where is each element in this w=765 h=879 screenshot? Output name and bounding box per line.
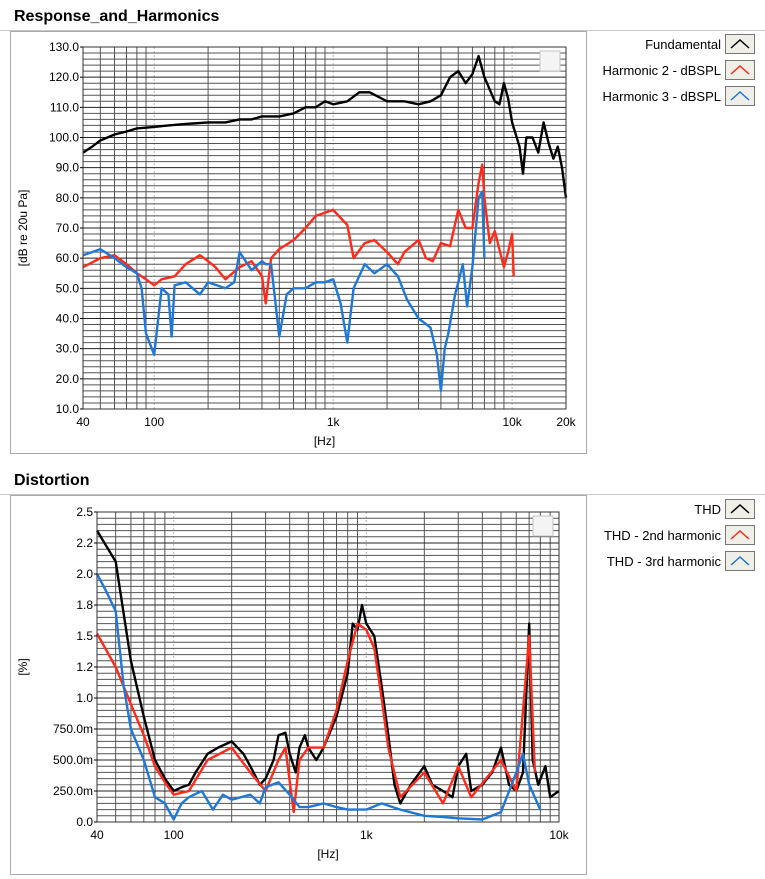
x-tick-label: 10k (502, 415, 522, 429)
distortion-legend: THD THD - 2nd harmonic THD - 3rd harmoni… (584, 499, 765, 579)
x-tick-label: 10k (549, 828, 569, 842)
x-tick-label: 1k (360, 828, 374, 842)
x-tick-label: 40 (76, 415, 90, 429)
series-line-1 (82, 54, 568, 198)
y-tick-label: 120.0 (49, 70, 79, 84)
distortion-chart-frame: 0.0 250.0m 500.0m 750.0m 1.0 1.2 1.5 1.8 2.0 2.2 2… (10, 495, 587, 875)
legend-label: THD - 2nd harmonic (603, 528, 721, 543)
y-tick-label: 1.2 (76, 660, 93, 674)
x-axis-label: [Hz] (314, 434, 335, 448)
legend-label: THD - 3rd harmonic (606, 554, 721, 569)
x-axis-label: [Hz] (317, 847, 338, 861)
y-tick-label: 2.2 (76, 536, 93, 550)
y-tick-label: 10.0 (56, 402, 80, 416)
y-tick-label: 1.8 (76, 598, 93, 612)
y-tick-label: 30.0 (56, 342, 80, 356)
y-tick-label: 100.0 (49, 131, 79, 145)
legend-item-thd-2nd[interactable]: THD - 2nd harmonic (584, 525, 765, 547)
legend-item-thd[interactable]: THD (584, 499, 765, 521)
series-line-2 (95, 622, 537, 814)
response-chart[interactable]: 10.0 20.0 30.0 40.0 50.0 60.0 70.0 80.0 90.0 100.… (11, 32, 586, 453)
y-tick-label: 500.0m (53, 753, 93, 767)
y-tick-label: 20.0 (56, 372, 80, 386)
legend-label: Harmonic 3 - dBSPL (602, 89, 722, 104)
legend-label: THD (694, 502, 721, 517)
y-axis-label: [%] (16, 658, 30, 675)
legend-swatch-thd-2nd[interactable] (725, 525, 755, 545)
response-title-rule (0, 30, 765, 31)
legend-swatch-harmonic-3[interactable] (725, 86, 755, 106)
distortion-title-rule (0, 494, 765, 495)
series-line-3 (82, 190, 486, 393)
legend-item-harmonic-2[interactable]: Harmonic 2 - dBSPL (584, 60, 765, 82)
y-tick-label: 50.0 (56, 281, 80, 295)
y-tick-label: 1.0 (76, 691, 93, 705)
y-tick-label: 130.0 (49, 40, 79, 54)
legend-item-fundamental[interactable]: Fundamental (584, 34, 765, 56)
y-axis-label: [dB re 20u Pa] (16, 190, 30, 267)
legend-swatch-fundamental[interactable] (725, 34, 755, 54)
y-tick-label: 90.0 (56, 161, 80, 175)
y-tick-label: 250.0m (53, 784, 93, 798)
distortion-chart[interactable]: 0.0 250.0m 500.0m 750.0m 1.0 1.2 1.5 1.8 2.0 2.2 2… (11, 496, 586, 874)
x-tick-label: 1k (327, 415, 341, 429)
y-tick-label: 70.0 (56, 221, 80, 235)
response-legend: Fundamental Harmonic 2 - dBSPL Harmonic … (584, 34, 765, 114)
legend-label: Fundamental (645, 37, 721, 52)
series-line-3 (95, 573, 542, 821)
series-line-2 (82, 163, 515, 305)
x-tick-label: 20k (556, 415, 576, 429)
legend-swatch-thd-3rd[interactable] (725, 551, 755, 571)
x-tick-label: 40 (90, 828, 104, 842)
response-chart-frame: 10.0 20.0 30.0 40.0 50.0 60.0 70.0 80.0 90.0 100.… (10, 31, 587, 454)
plot-tool-icon (532, 515, 554, 537)
y-tick-label: 0.0 (76, 815, 93, 829)
legend-item-thd-3rd[interactable]: THD - 3rd harmonic (584, 551, 765, 573)
y-tick-label: 750.0m (53, 722, 93, 736)
legend-swatch-harmonic-2[interactable] (725, 60, 755, 80)
legend-item-harmonic-3[interactable]: Harmonic 3 - dBSPL (584, 86, 765, 108)
legend-label: Harmonic 2 - dBSPL (602, 63, 722, 78)
distortion-chart-title: Distortion (14, 472, 90, 489)
y-tick-label: 60.0 (56, 251, 80, 265)
y-tick-label: 2.0 (76, 567, 93, 581)
y-tick-label: 110.0 (50, 100, 79, 114)
legend-swatch-thd[interactable] (725, 499, 755, 519)
x-tick-label: 100 (164, 828, 184, 842)
y-tick-label: 40.0 (56, 312, 80, 326)
plot-tool-icon (539, 50, 561, 72)
x-tick-label: 100 (144, 415, 164, 429)
y-tick-label: 80.0 (56, 191, 80, 205)
y-tick-label: 1.5 (76, 629, 93, 643)
response-chart-title: Response_and_Harmonics (14, 8, 220, 25)
y-tick-label: 2.5 (76, 505, 93, 519)
